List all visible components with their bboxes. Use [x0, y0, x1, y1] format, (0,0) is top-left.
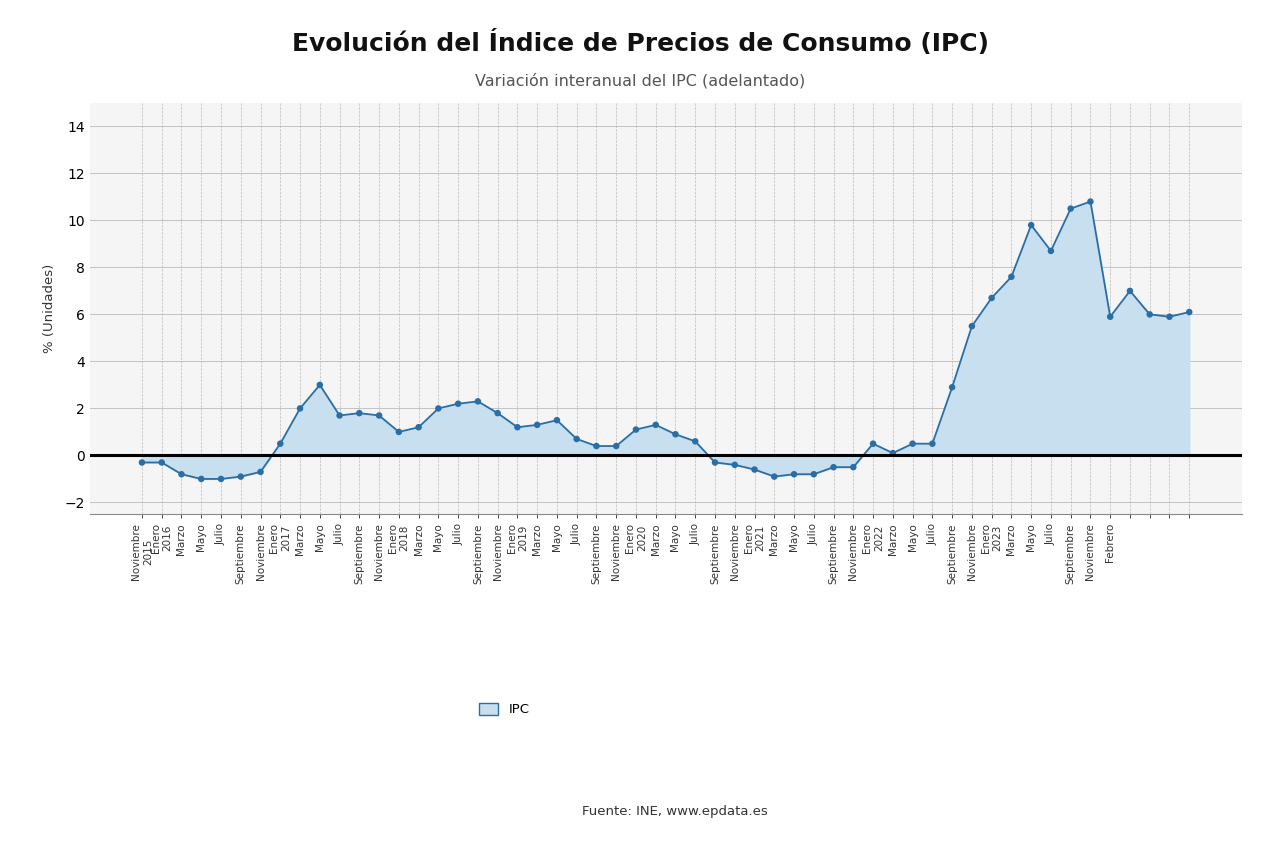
Point: [527, 418, 548, 432]
Point: [1179, 305, 1199, 319]
Point: [645, 418, 666, 432]
Point: [705, 456, 726, 470]
Point: [172, 467, 192, 481]
Point: [922, 437, 942, 451]
Point: [724, 458, 745, 471]
Point: [310, 378, 330, 392]
Point: [1060, 201, 1080, 215]
Point: [428, 402, 448, 416]
Legend: IPC: IPC: [474, 698, 535, 722]
Point: [1139, 308, 1160, 321]
Point: [764, 470, 785, 483]
Point: [488, 406, 508, 420]
Point: [1100, 310, 1120, 324]
Point: [507, 421, 527, 434]
Point: [1160, 310, 1180, 324]
Point: [586, 439, 607, 452]
Point: [567, 432, 588, 446]
Point: [902, 437, 923, 451]
Point: [211, 472, 232, 486]
Point: [1001, 270, 1021, 284]
Point: [547, 413, 567, 427]
Point: [883, 446, 904, 460]
Point: [823, 460, 844, 474]
Point: [804, 467, 824, 481]
Point: [744, 463, 764, 476]
Point: [1021, 219, 1042, 232]
Point: [783, 467, 804, 481]
Y-axis label: % (Unidades): % (Unidades): [44, 264, 56, 353]
Text: Fuente: INE, www.epdata.es: Fuente: INE, www.epdata.es: [582, 805, 768, 818]
Text: Evolución del Índice de Precios de Consumo (IPC): Evolución del Índice de Precios de Consu…: [292, 30, 988, 56]
Text: Variación interanual del IPC (adelantado): Variación interanual del IPC (adelantado…: [475, 73, 805, 88]
Point: [666, 428, 686, 441]
Point: [132, 456, 152, 470]
Point: [349, 406, 370, 420]
Point: [270, 437, 291, 451]
Point: [1120, 284, 1140, 297]
Point: [329, 409, 349, 423]
Point: [408, 421, 429, 434]
Point: [151, 456, 172, 470]
Point: [191, 472, 211, 486]
Point: [230, 470, 251, 483]
Point: [369, 409, 389, 423]
Point: [1041, 244, 1061, 258]
Point: [863, 437, 883, 451]
Point: [448, 397, 468, 411]
Point: [626, 423, 646, 436]
Point: [389, 425, 410, 439]
Point: [289, 402, 310, 416]
Point: [961, 320, 982, 333]
Point: [467, 394, 488, 408]
Point: [251, 465, 271, 479]
Point: [942, 381, 963, 394]
Point: [844, 460, 864, 474]
Point: [685, 434, 705, 448]
Point: [1080, 195, 1101, 208]
Point: [605, 439, 626, 452]
Point: [982, 291, 1002, 305]
